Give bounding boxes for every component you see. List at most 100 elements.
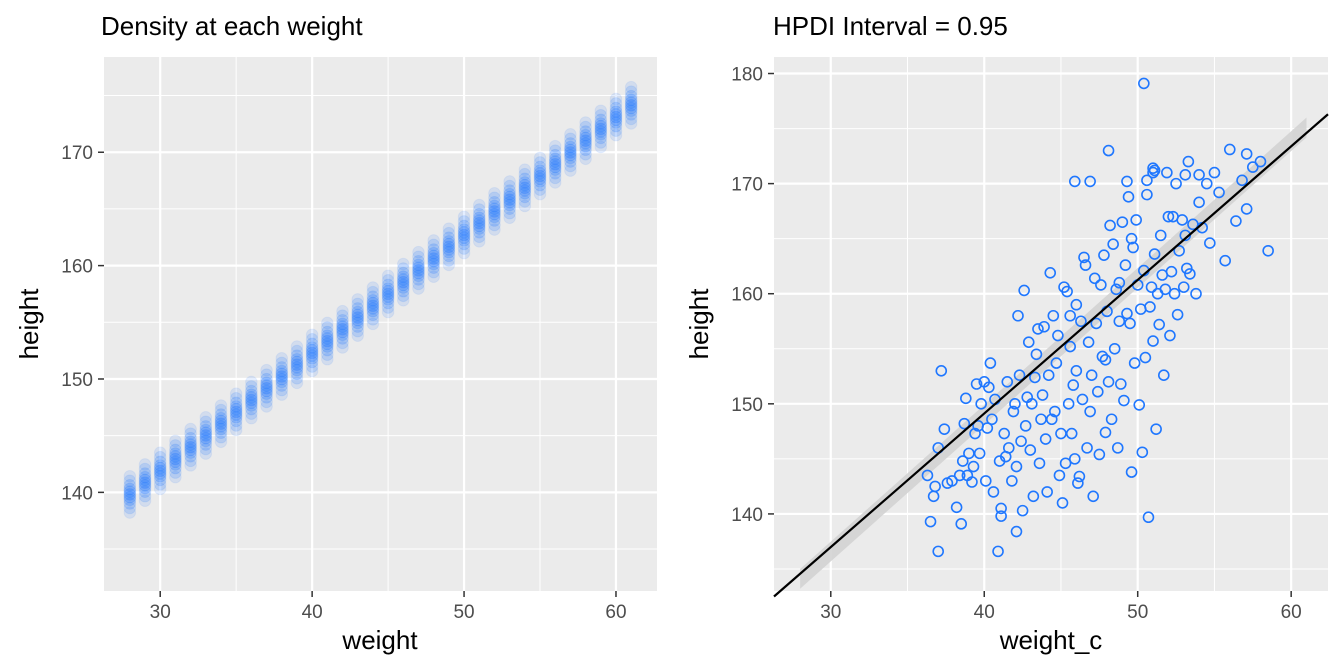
left-panel: Density at each weight 30 40 50 60 140 150 16…	[14, 11, 657, 655]
density-point	[564, 140, 577, 154]
density-point	[503, 202, 516, 215]
density-point	[457, 234, 471, 247]
density-point	[533, 151, 547, 165]
data-point	[935, 364, 948, 377]
density-point	[275, 375, 289, 389]
density-point	[503, 196, 516, 209]
data-point	[1016, 504, 1029, 517]
data-point	[929, 480, 941, 493]
density-point	[366, 302, 380, 315]
density-point	[412, 266, 425, 280]
density-point	[412, 282, 425, 295]
density-point	[503, 179, 516, 193]
density-point	[290, 358, 304, 372]
density-point	[153, 461, 167, 475]
data-point	[1050, 357, 1063, 369]
density-point	[366, 304, 380, 318]
density-point	[396, 281, 410, 294]
density-point	[336, 313, 349, 327]
density-point	[229, 419, 243, 432]
density-point	[548, 152, 562, 166]
density-point	[245, 375, 258, 389]
data-point	[1013, 369, 1026, 381]
density-point	[123, 485, 137, 498]
y-tick-label: 170	[61, 143, 93, 164]
density-point	[245, 407, 258, 420]
data-point	[1121, 175, 1133, 188]
data-point	[1119, 259, 1132, 271]
density-point	[199, 434, 213, 448]
density-point	[366, 299, 380, 313]
density-point	[412, 245, 425, 259]
density-point	[153, 450, 167, 464]
data-point	[946, 475, 958, 487]
density-point	[472, 211, 486, 225]
data-point	[1033, 457, 1046, 470]
density-point	[199, 423, 213, 437]
density-point	[305, 355, 319, 369]
density-point	[457, 215, 471, 228]
left-grid	[104, 57, 657, 591]
data-point	[1116, 216, 1129, 228]
density-point	[169, 450, 182, 463]
density-point	[396, 294, 410, 307]
density-point	[336, 317, 349, 331]
right-grid	[774, 57, 1328, 591]
density-point	[624, 117, 638, 130]
density-point	[138, 473, 152, 487]
density-point	[533, 175, 547, 188]
density-point	[609, 108, 623, 121]
density-point	[169, 458, 182, 471]
density-point	[321, 334, 334, 348]
density-point	[123, 506, 137, 519]
density-point	[457, 246, 471, 260]
density-point	[609, 110, 623, 124]
data-point	[932, 545, 945, 558]
density-point	[138, 470, 152, 484]
density-point	[184, 450, 197, 463]
density-point	[427, 234, 440, 247]
data-point	[1150, 423, 1162, 435]
data-point	[1041, 486, 1053, 498]
density-point	[579, 131, 592, 145]
density-point	[548, 163, 562, 176]
data-point	[1142, 511, 1155, 524]
left-y-axis-title: height	[14, 288, 44, 360]
data-point	[1068, 175, 1081, 188]
density-point	[472, 214, 486, 227]
density-point	[609, 105, 623, 118]
density-point	[214, 426, 228, 440]
density-point	[260, 372, 273, 386]
density-point	[396, 262, 410, 275]
density-point	[381, 278, 395, 292]
density-point	[260, 363, 273, 377]
y-tick-label: 140	[731, 505, 763, 526]
density-point	[366, 313, 380, 326]
data-point	[1136, 446, 1149, 459]
density-point	[624, 80, 638, 94]
density-point	[503, 190, 516, 204]
density-point	[275, 356, 289, 370]
density-point	[305, 333, 319, 346]
data-point	[1102, 144, 1115, 157]
density-point	[351, 320, 365, 333]
density-point	[396, 275, 410, 289]
density-point	[533, 172, 547, 186]
density-point	[412, 277, 425, 291]
data-point	[1095, 279, 1107, 291]
density-point	[548, 167, 562, 180]
density-point	[609, 124, 623, 137]
right-x-ticks: 30 40 50 60	[820, 591, 1302, 623]
density-point	[123, 490, 137, 504]
density-point	[229, 387, 243, 401]
density-point	[609, 119, 623, 133]
data-point	[1223, 143, 1236, 156]
data-point	[1170, 177, 1182, 190]
density-point	[579, 134, 592, 147]
y-tick-label: 150	[61, 370, 93, 391]
density-point	[594, 136, 608, 149]
density-point	[442, 222, 456, 235]
y-tick-label: 170	[731, 175, 763, 196]
data-point	[1010, 525, 1023, 538]
density-point	[427, 265, 440, 279]
